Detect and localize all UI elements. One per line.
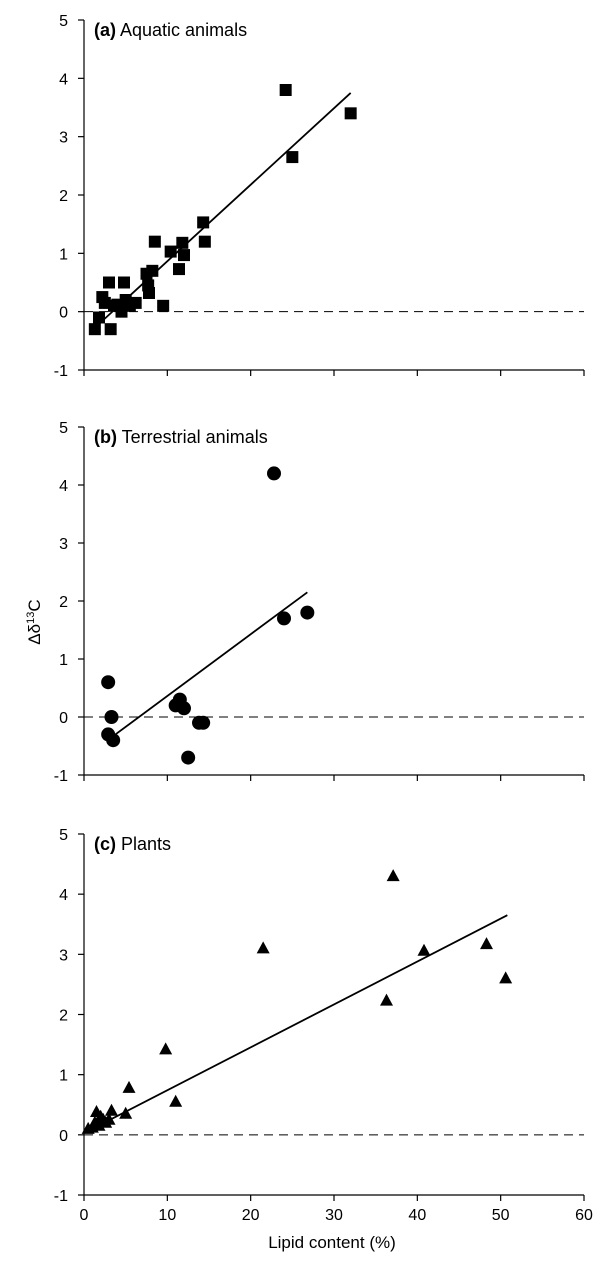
panel-letter: (b): [94, 427, 117, 447]
data-point: [164, 245, 177, 258]
y-tick-label: -1: [54, 363, 68, 380]
data-point: [176, 236, 189, 249]
y-tick-label: 3: [59, 130, 68, 147]
y-tick-label: 0: [59, 710, 68, 727]
x-tick-label: 50: [492, 1207, 510, 1224]
y-tick-label: 3: [59, 536, 68, 553]
x-tick-label: 60: [575, 1207, 593, 1224]
x-tick-label: 30: [325, 1207, 343, 1224]
y-tick-label: 4: [59, 478, 68, 495]
data-point: [277, 611, 291, 626]
data-point: [101, 675, 116, 690]
data-point: [92, 1118, 106, 1131]
panel-b: -1 0 1 2 3 4 5 (b) Terrestrial animals: [54, 420, 585, 785]
data-point: [98, 296, 111, 309]
data-point: [157, 299, 170, 312]
data-point: [104, 323, 117, 336]
panel-title-text: Plants: [116, 834, 171, 854]
data-point: [102, 1112, 116, 1125]
y-tick-label: 5: [59, 13, 68, 30]
data-point: [279, 84, 292, 96]
y-tick-label: 5: [59, 420, 68, 437]
x-tick-label: 0: [80, 1207, 89, 1224]
panel-title: (c) Plants: [94, 834, 171, 854]
x-axis-label: Lipid content (%): [268, 1233, 396, 1252]
data-point: [105, 1103, 118, 1116]
x-tick-label: 40: [408, 1207, 426, 1224]
data-point: [198, 235, 211, 248]
regression-line: [110, 591, 308, 739]
data-point: [169, 1094, 183, 1107]
data-point: [88, 323, 101, 336]
y-tick-label: -1: [54, 1188, 68, 1205]
panel-title-text: Aquatic animals: [116, 20, 247, 40]
data-point: [344, 107, 357, 120]
y-tick-label: 2: [59, 1008, 68, 1025]
data-point: [417, 943, 431, 956]
y-tick-label: 1: [59, 246, 68, 263]
data-point: [300, 605, 315, 620]
y-tick-label: 4: [59, 71, 68, 88]
data-point: [104, 710, 119, 724]
data-point: [119, 1106, 133, 1119]
y-tick-label: 3: [59, 947, 68, 964]
data-point: [178, 249, 190, 262]
data-point: [256, 941, 270, 954]
data-point: [118, 276, 130, 289]
data-point: [177, 701, 191, 716]
data-point: [103, 276, 115, 289]
panel-letter: (c): [94, 834, 116, 854]
data-point: [148, 235, 161, 248]
y-tick-label: 0: [59, 1128, 68, 1145]
data-point: [146, 264, 159, 277]
data-point: [173, 263, 185, 276]
panel-title: (b) Terrestrial animals: [94, 427, 268, 447]
data-point: [143, 287, 155, 299]
data-point: [129, 296, 142, 309]
data-point: [386, 869, 400, 882]
y-tick-label: 2: [59, 594, 68, 611]
y-tick-label: 2: [59, 188, 68, 205]
data-point: [286, 151, 299, 164]
y-tick-label: 0: [59, 305, 68, 322]
data-point: [93, 311, 105, 324]
data-point: [122, 1080, 136, 1093]
x-tick-label: 20: [242, 1207, 260, 1224]
regression-line: [86, 914, 508, 1133]
panel-title-text: Terrestrial animals: [117, 427, 268, 447]
x-tick-label: 10: [158, 1207, 176, 1224]
data-point: [181, 750, 196, 765]
y-tick-label: 5: [59, 827, 68, 844]
y-tick-label: 4: [59, 887, 68, 904]
y-tick-label: -1: [54, 768, 68, 785]
data-point: [267, 466, 281, 481]
data-point: [159, 1042, 173, 1055]
regression-line: [95, 92, 352, 327]
data-point: [480, 937, 493, 950]
data-point: [499, 971, 513, 984]
data-point: [106, 733, 121, 748]
panel-a: -1 0 1 2 3 4 5 (a) Aquatic animals: [54, 13, 585, 380]
data-point: [196, 715, 211, 730]
panel-letter: (a): [94, 20, 116, 40]
data-point: [380, 993, 393, 1006]
panel-title: (a) Aquatic animals: [94, 20, 247, 40]
y-tick-label: 1: [59, 1068, 68, 1085]
y-axis-label: Δδ13C: [25, 599, 44, 644]
data-point: [197, 216, 210, 229]
y-tick-label: 1: [59, 652, 68, 669]
